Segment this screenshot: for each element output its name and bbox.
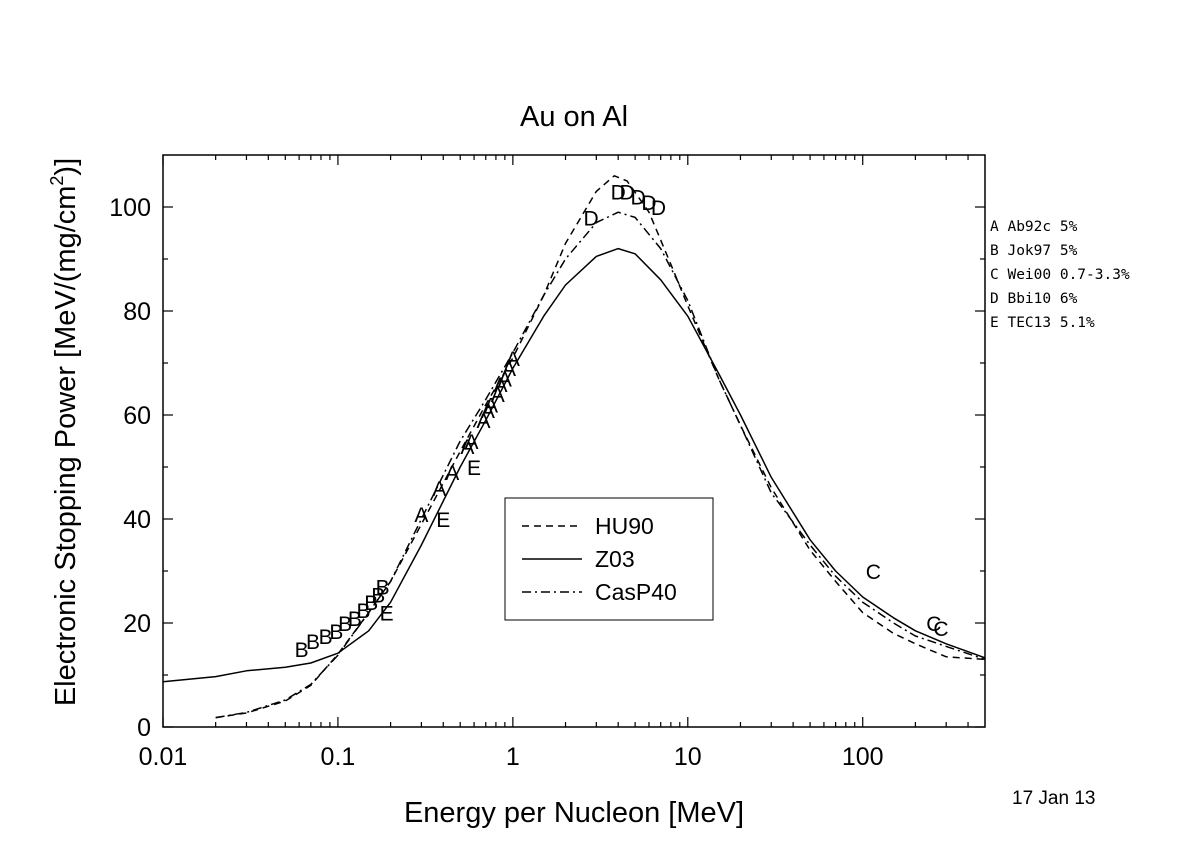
data-marker-a: A <box>445 462 459 485</box>
data-marker-a: A <box>502 358 516 381</box>
series-line-casp40 <box>215 211 986 719</box>
data-marker-a: A <box>477 410 491 433</box>
data-marker-c: C <box>866 561 881 584</box>
chart-title: Au on Al <box>520 101 628 133</box>
series-line-hu90 <box>215 175 986 719</box>
y-tick-label: 80 <box>123 298 151 326</box>
x-tick-label: 10 <box>674 743 702 771</box>
y-axis-label-main: Electronic Stopping Power [MeV/(mg/cm <box>50 186 82 707</box>
data-marker-b: B <box>306 631 320 654</box>
data-marker-b: B <box>356 600 370 623</box>
data-marker-a: A <box>481 400 495 423</box>
y-axis-label-superscript: 2 <box>47 176 67 186</box>
data-marker-b: B <box>329 621 343 644</box>
data-marker-b: B <box>319 626 333 649</box>
data-marker-b: B <box>364 592 378 615</box>
data-marker-b: B <box>371 584 385 607</box>
data-marker-a: A <box>484 395 498 418</box>
x-axis-label: Energy per Nucleon [MeV] <box>404 797 744 829</box>
source-legend-item-d: D Bbi10 6% <box>990 291 1078 307</box>
data-marker-a: A <box>506 348 520 371</box>
data-marker-a: A <box>460 436 474 459</box>
y-axis-label: Electronic Stopping Power [MeV/(mg/cm2)] <box>47 158 82 706</box>
data-marker-d: D <box>611 181 626 204</box>
legend-label-hu90: HU90 <box>595 513 654 539</box>
data-marker-a: A <box>464 431 478 454</box>
data-marker-a: A <box>432 478 446 501</box>
legend-label-casp40: CasP40 <box>595 579 677 605</box>
x-tick-label: 0.1 <box>321 743 356 771</box>
data-marker-d: D <box>651 197 666 220</box>
data-marker-b: B <box>338 613 352 636</box>
data-marker-b: B <box>348 608 362 631</box>
y-tick-label: 60 <box>123 402 151 430</box>
data-marker-e: E <box>467 457 481 480</box>
series-line-z03 <box>162 247 986 683</box>
y-tick-label: 100 <box>109 194 151 222</box>
date-stamp: 17 Jan 13 <box>1012 788 1096 809</box>
legend: HU90 Z03 CasP40 <box>504 497 714 621</box>
data-marker-e: E <box>436 509 450 532</box>
x-tick-label: 1 <box>506 743 520 771</box>
data-marker-c: C <box>926 613 941 636</box>
source-legend-item-b: B Jok97 5% <box>990 243 1078 259</box>
y-tick-label: 20 <box>123 610 151 638</box>
data-marker-d: D <box>641 192 656 215</box>
legend-label-z03: Z03 <box>595 546 635 572</box>
data-marker-a: A <box>491 384 505 407</box>
y-tick-label: 0 <box>137 714 151 742</box>
data-marker-d: D <box>584 207 599 230</box>
y-tick-label: 40 <box>123 506 151 534</box>
x-tick-label: 0.01 <box>139 743 188 771</box>
plot-frame <box>162 154 986 728</box>
data-marker-a: A <box>494 374 508 397</box>
data-marker-b: B <box>376 577 390 600</box>
source-legend-item-a: A Ab92c 5% <box>990 219 1078 235</box>
source-legend-item-c: C Wei00 0.7-3.3% <box>990 267 1130 283</box>
source-legend-item-e: E TEC13 5.1% <box>990 315 1095 331</box>
data-marker-a: A <box>498 369 512 392</box>
data-marker-d: D <box>620 181 635 204</box>
data-marker-a: A <box>414 504 428 527</box>
source-legend: A Ab92c 5% B Jok97 5% C Wei00 0.7-3.3% D Bb… <box>990 219 1130 331</box>
data-marker-e: E <box>380 603 394 626</box>
data-marker-d: D <box>631 187 646 210</box>
x-tick-label: 100 <box>842 743 884 771</box>
y-axis-label-end: )] <box>50 158 82 176</box>
data-marker-c: C <box>933 618 948 641</box>
data-marker-b: B <box>295 639 309 662</box>
